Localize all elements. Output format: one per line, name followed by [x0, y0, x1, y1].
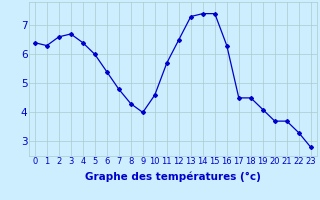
X-axis label: Graphe des températures (°c): Graphe des températures (°c) [85, 172, 261, 182]
